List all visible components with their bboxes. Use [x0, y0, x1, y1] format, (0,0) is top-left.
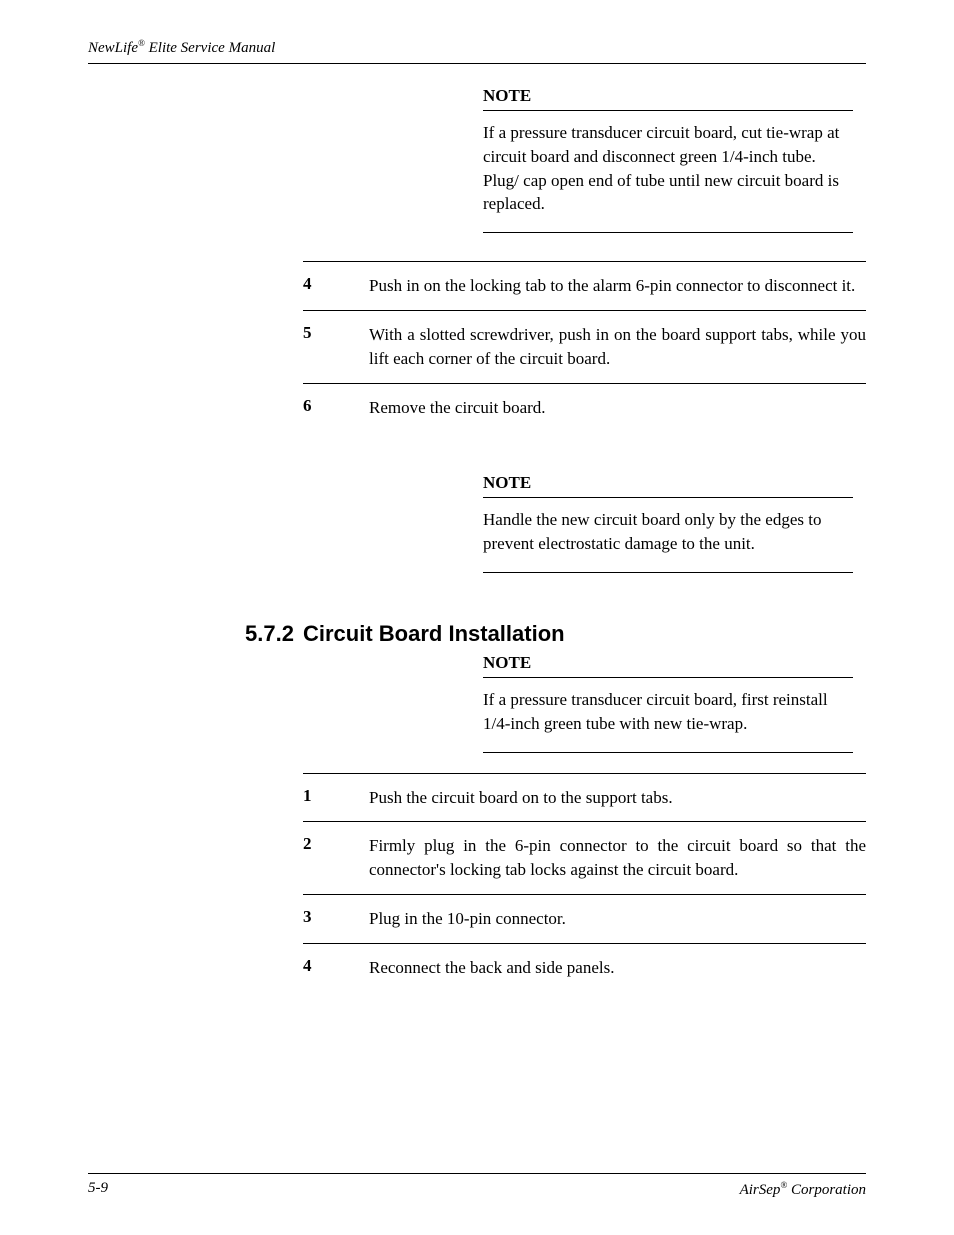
page-footer: 5-9 AirSep® Corporation	[88, 1173, 866, 1199]
note-label: NOTE	[483, 86, 853, 111]
footer-suffix: Corporation	[787, 1182, 866, 1198]
step-row: 2 Firmly plug in the 6-pin connector to …	[303, 822, 866, 895]
step-number: 4	[303, 956, 369, 980]
note-block-1: NOTE If a pressure transducer circuit bo…	[483, 86, 853, 233]
section-title: Circuit Board Installation	[303, 621, 565, 647]
step-number: 3	[303, 907, 369, 931]
note-block-3: NOTE If a pressure transducer circuit bo…	[483, 653, 853, 753]
step-text: Reconnect the back and side panels.	[369, 956, 866, 980]
steps-table-removal: 4 Push in on the locking tab to the alar…	[303, 261, 866, 431]
step-row: 4 Push in on the locking tab to the alar…	[303, 262, 866, 311]
note-block-2: NOTE Handle the new circuit board only b…	[483, 473, 853, 573]
step-number: 2	[303, 834, 369, 882]
header-brand: NewLife	[88, 40, 138, 56]
step-number: 1	[303, 786, 369, 810]
header-reg: ®	[138, 38, 145, 48]
header-suffix: Elite Service Manual	[145, 40, 275, 56]
note-label: NOTE	[483, 653, 853, 678]
step-row: 6 Remove the circuit board.	[303, 384, 866, 432]
page-content: NOTE If a pressure transducer circuit bo…	[88, 64, 866, 992]
step-text: Plug in the 10-pin connector.	[369, 907, 866, 931]
step-text: Push the circuit board on to the support…	[369, 786, 866, 810]
note-body: Handle the new circuit board only by the…	[483, 498, 853, 573]
step-row: 3 Plug in the 10-pin connector.	[303, 895, 866, 944]
step-number: 5	[303, 323, 369, 371]
footer-company-name: AirSep	[740, 1182, 781, 1198]
steps-table-install: 1 Push the circuit board on to the suppo…	[303, 773, 866, 992]
step-number: 4	[303, 274, 369, 298]
section-heading: 5.7.2 Circuit Board Installation	[245, 621, 866, 647]
step-text: Firmly plug in the 6-pin connector to th…	[369, 834, 866, 882]
step-text: Push in on the locking tab to the alarm …	[369, 274, 866, 298]
running-header: NewLife® Elite Service Manual	[88, 38, 866, 64]
page-number: 5-9	[88, 1180, 108, 1199]
note-label: NOTE	[483, 473, 853, 498]
step-text: Remove the circuit board.	[369, 396, 866, 420]
section-number: 5.7.2	[245, 621, 303, 647]
step-row: 5 With a slotted screwdriver, push in on…	[303, 311, 866, 384]
note-body: If a pressure transducer circuit board, …	[483, 678, 853, 753]
step-row: 4 Reconnect the back and side panels.	[303, 944, 866, 992]
step-row: 1 Push the circuit board on to the suppo…	[303, 774, 866, 823]
footer-company: AirSep® Corporation	[740, 1180, 866, 1199]
step-number: 6	[303, 396, 369, 420]
note-body: If a pressure transducer circuit board, …	[483, 111, 853, 233]
step-text: With a slotted screwdriver, push in on t…	[369, 323, 866, 371]
